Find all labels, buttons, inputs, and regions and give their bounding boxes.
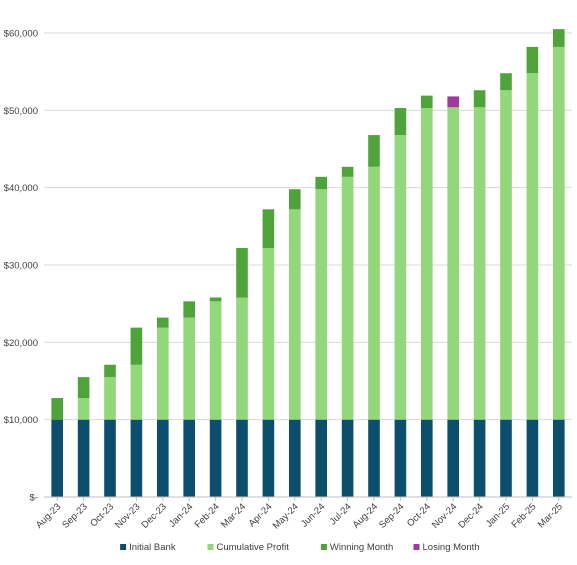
bar-cumulative-profit-apr-24 (262, 247, 275, 420)
bar-initial-bank-may-24 (288, 419, 301, 497)
bar-initial-bank-jan-25 (500, 419, 512, 497)
bar-winning-month-aug-24 (368, 135, 380, 167)
bar-initial-bank-jul-24 (341, 419, 354, 497)
bar-cumulative-profit-dec-24 (473, 107, 486, 420)
bar-initial-bank-oct-23 (104, 419, 116, 497)
legend-swatch-losing-month (413, 544, 420, 550)
bar-winning-month-mar-25 (552, 29, 565, 47)
bar-winning-month-sep-24 (394, 108, 407, 136)
legend-label-cumulative-profit: Cumulative Profit (217, 542, 290, 553)
x-tick-label: Dec-24 (456, 501, 485, 530)
bar-cumulative-profit-oct-23 (104, 377, 116, 420)
x-tick-label: Jun-24 (299, 501, 327, 529)
bar-cumulative-profit-mar-24 (236, 297, 248, 420)
y-tick-label: $60,000 (4, 29, 38, 40)
y-tick-label: $- (30, 493, 38, 504)
x-tick-label: Jan-24 (167, 501, 195, 529)
bar-cumulative-profit-sep-23 (77, 398, 90, 420)
bar-winning-month-jan-24 (183, 301, 196, 318)
bar-winning-month-oct-23 (104, 364, 116, 378)
bar-winning-month-feb-25 (526, 46, 539, 74)
bar-winning-month-aug-23 (51, 398, 64, 420)
legend: Initial Bank Cumulative Profit Winning Mon… (120, 542, 480, 553)
legend-swatch-winning-month (320, 544, 327, 550)
x-tick-label: Sep-24 (377, 501, 406, 530)
bar-cumulative-profit-feb-24 (209, 301, 222, 420)
bar-cumulative-profit-sep-24 (394, 135, 407, 420)
x-tick-label: Dec-23 (139, 501, 168, 530)
x-axis: Aug-23Sep-23Oct-23Nov-23Dec-23Jan-24Feb-… (34, 496, 572, 532)
bar-cumulative-profit-jun-24 (315, 189, 328, 420)
bar-winning-month-jul-24 (341, 166, 354, 177)
x-tick-label: Mar-25 (536, 501, 565, 530)
y-tick-label: $40,000 (4, 183, 38, 194)
bar-winning-month-jan-25 (500, 73, 512, 91)
bar-initial-bank-aug-23 (51, 419, 64, 497)
bar-cumulative-profit-feb-25 (526, 73, 539, 420)
bar-cumulative-profit-jul-24 (341, 176, 354, 420)
bar-winning-month-nov-23 (130, 327, 143, 365)
bar-initial-bank-nov-24 (447, 419, 460, 497)
bar-winning-month-sep-23 (77, 377, 90, 399)
x-tick-label: Aug-24 (351, 501, 380, 530)
x-tick-label: Aug-23 (34, 501, 63, 530)
gridlines (44, 32, 572, 421)
y-tick-label: $10,000 (4, 415, 38, 426)
bar-initial-bank-dec-24 (473, 419, 486, 497)
bar-initial-bank-jan-24 (183, 419, 196, 497)
bar-winning-month-feb-24 (209, 297, 222, 302)
x-tick-label: Oct-23 (88, 501, 116, 529)
bar-initial-bank-apr-24 (262, 419, 275, 497)
legend-swatch-initial-bank (120, 544, 127, 550)
legend-label-winning-month: Winning Month (330, 542, 393, 553)
legend-swatch-cumulative-profit (207, 544, 214, 550)
bar-initial-bank-nov-23 (130, 419, 143, 497)
x-tick-label: Feb-25 (509, 501, 538, 530)
bar-cumulative-profit-may-24 (288, 209, 301, 420)
bar-cumulative-profit-mar-25 (552, 46, 565, 420)
bar-winning-month-oct-24 (420, 95, 433, 109)
x-tick-label: Oct-24 (405, 501, 433, 529)
y-tick-label: $50,000 (4, 106, 38, 117)
bar-initial-bank-jun-24 (315, 419, 328, 497)
x-tick-label: Nov-23 (113, 501, 142, 530)
bar-initial-bank-sep-23 (77, 419, 90, 497)
bar-winning-month-mar-24 (236, 247, 248, 298)
x-tick-label: May-24 (271, 501, 301, 531)
bars (51, 29, 565, 497)
bar-initial-bank-mar-24 (236, 419, 248, 497)
x-tick-label: Apr-24 (247, 501, 275, 529)
bar-cumulative-profit-nov-23 (130, 364, 143, 420)
bar-initial-bank-sep-24 (394, 419, 407, 497)
bar-losing-month-nov-24 (447, 96, 460, 108)
legend-label-losing-month: Losing Month (423, 542, 480, 553)
bar-cumulative-profit-nov-24 (447, 107, 460, 420)
bar-initial-bank-feb-25 (526, 419, 539, 497)
bar-initial-bank-aug-24 (368, 419, 380, 497)
x-tick-label: Mar-24 (219, 501, 248, 530)
bar-initial-bank-mar-25 (552, 419, 565, 497)
bar-cumulative-profit-jan-24 (183, 317, 196, 420)
bar-initial-bank-oct-24 (420, 419, 433, 497)
bar-cumulative-profit-dec-23 (156, 327, 169, 420)
bar-winning-month-dec-24 (473, 90, 486, 108)
bar-initial-bank-feb-24 (209, 419, 222, 497)
x-tick-label: Jan-25 (484, 501, 512, 529)
bar-winning-month-jun-24 (315, 176, 328, 190)
x-tick-label: Feb-24 (193, 501, 222, 530)
y-tick-label: $30,000 (4, 261, 38, 272)
x-tick-label: Sep-23 (60, 501, 89, 530)
y-tick-label: $20,000 (4, 338, 38, 349)
bar-initial-bank-dec-23 (156, 419, 169, 497)
bar-winning-month-apr-24 (262, 209, 275, 248)
legend-label-initial-bank: Initial Bank (129, 542, 176, 553)
bar-winning-month-dec-23 (156, 317, 169, 328)
bar-cumulative-profit-oct-24 (420, 108, 433, 420)
bar-cumulative-profit-aug-24 (368, 166, 380, 420)
x-tick-label: Nov-24 (430, 501, 459, 530)
bar-cumulative-profit-jan-25 (500, 90, 512, 420)
bar-winning-month-may-24 (288, 189, 301, 210)
y-axis: $- $10,000 $20,000 $30,000 $40,000 $50,000 $60… (4, 29, 38, 504)
